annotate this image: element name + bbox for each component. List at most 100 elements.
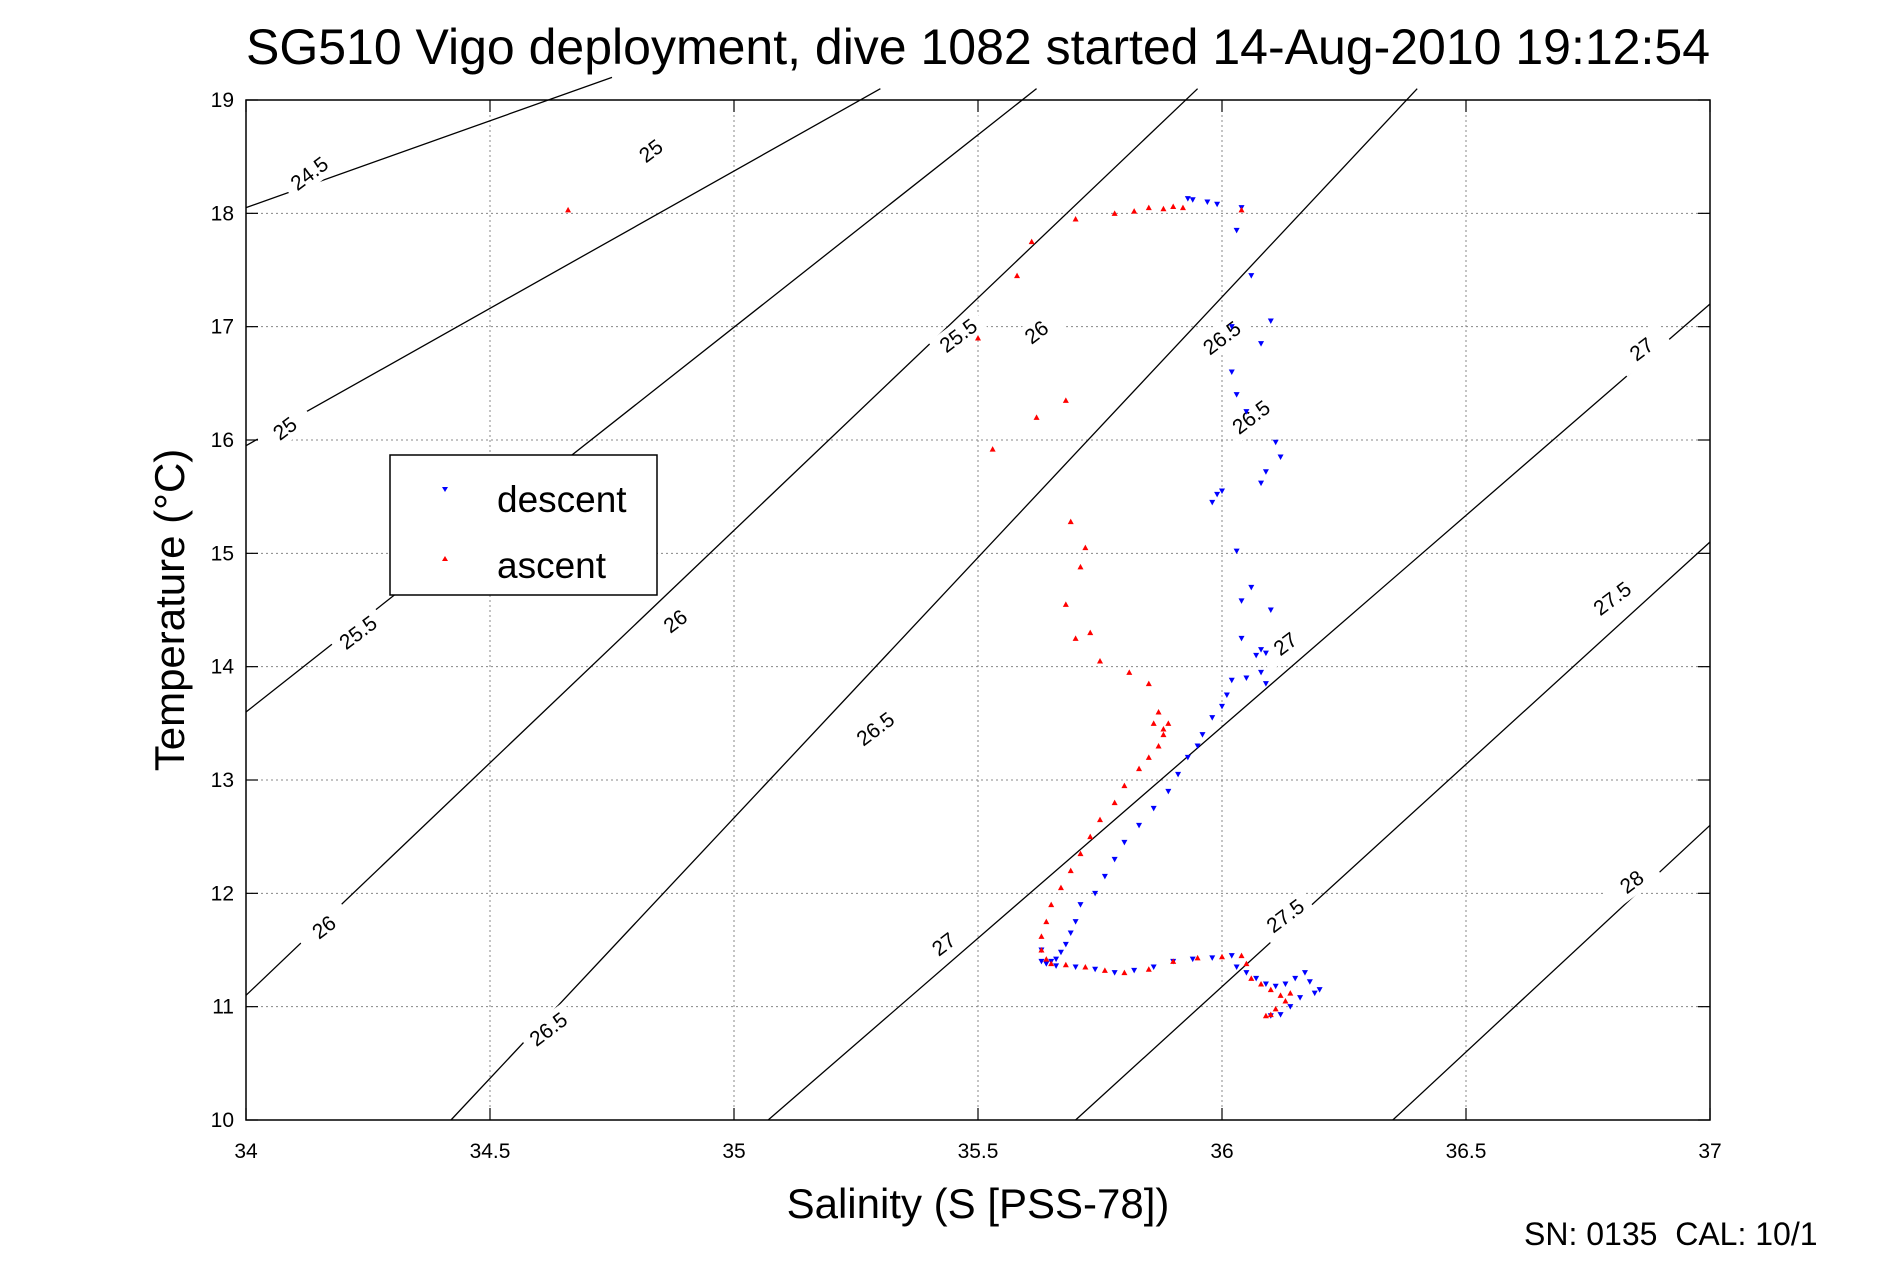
y-tick-label: 18	[211, 202, 234, 225]
ascent-point	[1111, 210, 1118, 216]
descent-point	[1272, 983, 1279, 990]
ascent-point	[1057, 884, 1064, 891]
descent-point	[1277, 1012, 1284, 1018]
ascent-point	[1062, 601, 1069, 607]
ascent-point	[1097, 658, 1103, 664]
contour-label-background	[254, 401, 316, 456]
y-tick-label: 15	[211, 542, 234, 565]
y-tick-label: 19	[211, 89, 234, 112]
legend: descent ascent	[389, 454, 658, 596]
legend-ascent-marker	[442, 556, 448, 561]
descent-point	[1258, 341, 1265, 347]
ascent-point	[1160, 205, 1167, 212]
ascent-point	[1111, 799, 1118, 806]
descent-point	[1233, 548, 1240, 555]
ascent-point	[1067, 867, 1074, 874]
descent-point	[1238, 598, 1245, 604]
ascent-point	[1062, 397, 1069, 403]
ascent-point	[1014, 272, 1021, 279]
ascent-point	[1067, 518, 1074, 525]
descent-point	[1038, 958, 1045, 965]
ascent-point	[1145, 204, 1152, 211]
x-tick-labels: 34 34.5 35 35.5 36 36.5 37	[234, 1140, 1721, 1163]
descent-point	[1053, 963, 1060, 969]
descent-point	[1136, 822, 1143, 829]
contour-label-background	[279, 146, 340, 201]
ascent-point	[1033, 414, 1040, 420]
ascent-point	[1248, 975, 1255, 981]
legend-descent-marker	[442, 487, 448, 492]
descent-point	[1053, 956, 1060, 963]
ascent-point	[975, 335, 981, 341]
ascent-point	[1145, 966, 1152, 972]
ascent-point	[1179, 204, 1186, 211]
ascent-point	[1272, 1005, 1279, 1012]
x-axis-label: Salinity (S [PSS-78])	[787, 1180, 1170, 1227]
descent-point	[1199, 732, 1206, 738]
descent-point	[1062, 941, 1069, 948]
descent-point	[1253, 975, 1260, 982]
ascent-point	[1082, 544, 1089, 551]
contour-label-background	[1255, 888, 1316, 944]
descent-point	[1219, 488, 1225, 494]
y-tick-label: 10	[211, 1109, 234, 1132]
descent-point	[1282, 981, 1289, 987]
contour-label-background	[1221, 390, 1282, 445]
x-tick-label: 35.5	[958, 1140, 999, 1163]
ascent-point	[1145, 680, 1152, 687]
ascent-point	[1238, 206, 1245, 213]
descent-point	[1214, 491, 1221, 498]
descent-point	[1223, 692, 1230, 698]
ascent-point	[1072, 216, 1079, 222]
descent-point	[1287, 1004, 1294, 1010]
descent-point	[1253, 652, 1260, 659]
density-contour-26.5	[450, 88, 1418, 1121]
descent-point	[1209, 499, 1216, 506]
data-points	[565, 196, 1323, 1019]
axis-ticks	[245, 99, 1711, 1121]
descent-point	[1184, 196, 1191, 202]
descent-point	[1092, 966, 1099, 973]
grid-lines	[246, 100, 1710, 1120]
x-tick-label: 35	[722, 1140, 745, 1163]
contour-label-background	[645, 594, 706, 649]
ascent-point	[1097, 816, 1103, 823]
descent-point	[1209, 715, 1216, 721]
descent-point	[1316, 987, 1323, 993]
ascent-point	[1121, 782, 1128, 789]
descent-point	[1184, 754, 1191, 761]
ascent-point	[1136, 765, 1143, 772]
ascent-point	[1194, 954, 1201, 961]
descent-point	[1072, 919, 1079, 925]
legend-descent-label: descent	[497, 479, 627, 520]
descent-point	[1165, 788, 1172, 795]
descent-point	[1262, 681, 1269, 687]
legend-ascent-label: ascent	[497, 545, 607, 586]
ascent-point	[1087, 833, 1094, 840]
ascent-point	[1282, 998, 1289, 1004]
descent-point	[1277, 454, 1284, 460]
descent-point	[1067, 930, 1074, 936]
descent-point	[1262, 981, 1269, 987]
descent-point	[1194, 743, 1201, 749]
density-contour-25.5	[245, 88, 1037, 713]
ascent-point	[1160, 726, 1167, 732]
contour-label-background	[1191, 310, 1253, 366]
x-tick-label: 34	[234, 1140, 258, 1163]
contour-label-background	[1255, 616, 1316, 672]
descent-point	[1057, 949, 1064, 956]
descent-point	[1292, 975, 1299, 982]
ascent-point	[565, 206, 572, 213]
ascent-point	[1038, 933, 1045, 939]
descent-point	[1043, 961, 1050, 967]
descent-point	[1204, 199, 1211, 205]
descent-point	[1306, 979, 1313, 985]
contour-label-background	[1582, 571, 1643, 626]
descent-point	[1228, 324, 1235, 330]
contour-label-background	[845, 701, 906, 757]
ascent-point	[1028, 238, 1035, 245]
descent-point	[1072, 964, 1079, 970]
ascent-point	[1072, 635, 1079, 641]
ascent-point	[1131, 208, 1138, 214]
